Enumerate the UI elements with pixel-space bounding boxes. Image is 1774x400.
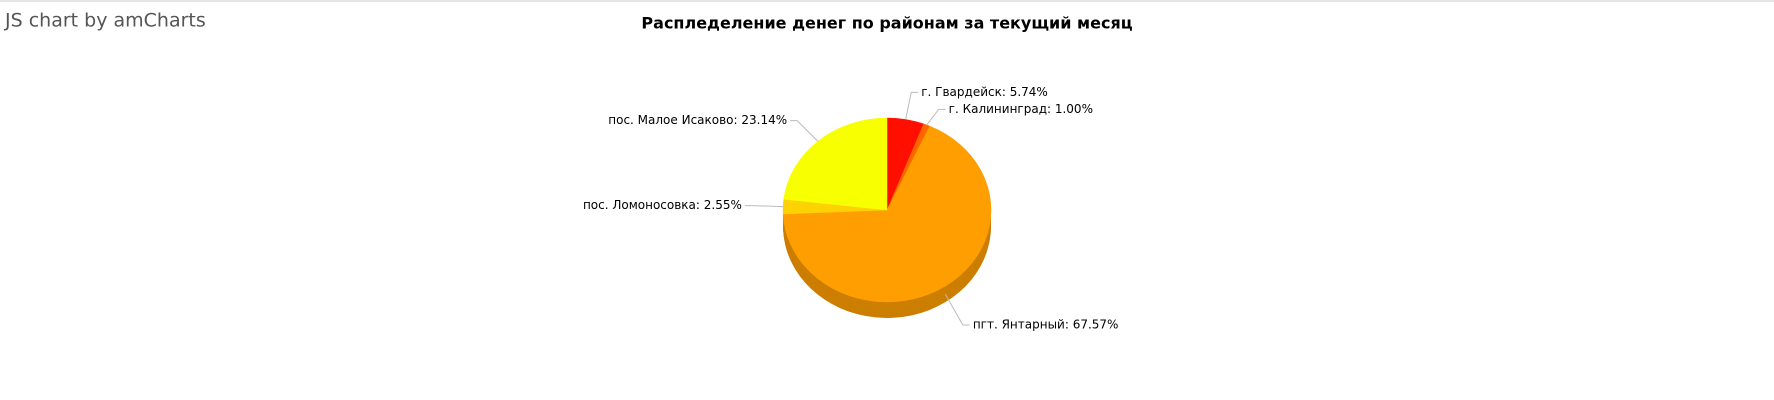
leader-line <box>926 108 946 126</box>
slice-label: г. Калининград: 1.00% <box>949 102 1093 116</box>
chart-title: Распледеление денег по районам за текущи… <box>641 14 1132 33</box>
slice-label: пгт. Янтарный: 67.57% <box>973 318 1119 332</box>
pie-slice <box>782 125 992 303</box>
leader-line <box>790 120 819 142</box>
slice-label: г. Гвардейск: 5.74% <box>921 85 1048 99</box>
leader-line <box>905 91 919 120</box>
slice-label: пос. Ломоносовка: 2.55% <box>583 198 742 212</box>
pie-slice <box>783 117 888 211</box>
pie-slices <box>782 117 992 303</box>
credit[interactable]: JS chart by amCharts <box>4 10 206 32</box>
slice-labels: г. Гвардейск: 5.74% г. Калининград: 1.00%… <box>583 85 1119 332</box>
leader-line <box>944 293 970 326</box>
leader-line <box>744 205 784 208</box>
slice-label: пос. Малое Исаково: 23.14% <box>608 113 787 127</box>
